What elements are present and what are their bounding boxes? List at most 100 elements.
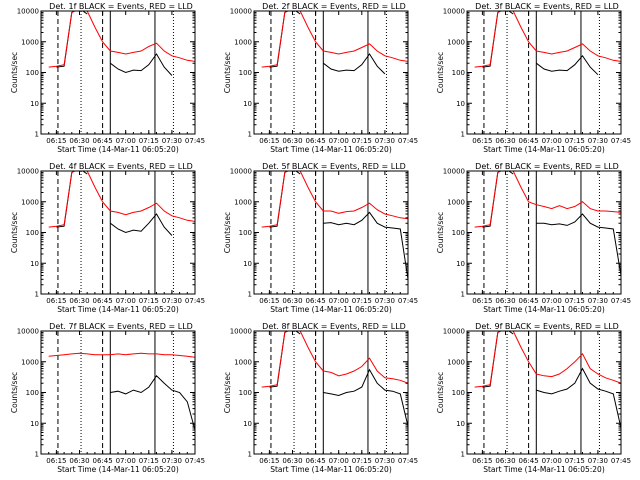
y-axis-title: Counts/sec: [10, 52, 19, 93]
x-tick-label: 07:30: [162, 297, 182, 305]
x-tick-label: 06:30: [69, 457, 89, 465]
y-tick-label: 1000: [447, 198, 465, 206]
x-axis-title: Start Time (14-Mar-11 06:05:20): [57, 305, 179, 314]
y-tick-label: 10: [243, 100, 252, 108]
y-tick-label: 1000: [21, 38, 39, 46]
x-tick-label: 07:00: [116, 137, 136, 145]
x-tick-label: 06:15: [259, 137, 279, 145]
x-axis-title: Start Time (14-Mar-11 06:05:20): [483, 305, 605, 314]
x-tick-label: 07:30: [375, 297, 395, 305]
y-tick-label: 1000: [447, 358, 465, 366]
x-tick-label: 07:45: [611, 457, 631, 465]
y-tick-label: 1: [248, 131, 252, 139]
x-tick-label: 06:30: [282, 297, 302, 305]
series-lld-line: [474, 331, 621, 388]
y-tick-label: 10000: [443, 168, 465, 176]
y-axis-title: Counts/sec: [223, 372, 232, 413]
x-tick-label: 07:00: [542, 137, 562, 145]
y-tick-label: 100: [239, 69, 252, 77]
y-tick-label: 10: [30, 420, 39, 428]
x-tick-label: 06:45: [306, 297, 326, 305]
x-tick-label: 06:15: [472, 457, 492, 465]
plot-frame: [253, 170, 409, 295]
x-tick-label: 07:15: [352, 297, 372, 305]
y-tick-label: 10: [243, 260, 252, 268]
y-tick-label: 1: [248, 451, 252, 459]
y-tick-label: 100: [452, 69, 465, 77]
plot-frame: [253, 10, 409, 135]
x-tick-label: 07:15: [565, 457, 585, 465]
y-axis-title: Counts/sec: [436, 212, 445, 253]
y-tick-label: 100: [26, 229, 39, 237]
y-tick-label: 10000: [17, 328, 39, 336]
panel-title: Det. 9f BLACK = Events, RED = LLD: [475, 322, 619, 331]
x-tick-label: 07:30: [162, 457, 182, 465]
x-tick-label: 06:15: [472, 297, 492, 305]
series-lld-line: [48, 11, 195, 68]
series-lld-line: [474, 11, 621, 68]
y-tick-label: 1000: [447, 38, 465, 46]
y-tick-label: 1000: [234, 198, 252, 206]
y-tick-label: 10000: [443, 328, 465, 336]
y-axis-title: Counts/sec: [10, 212, 19, 253]
x-axis-title: Start Time (14-Mar-11 06:05:20): [57, 145, 179, 154]
y-tick-label: 100: [452, 389, 465, 397]
y-tick-label: 10000: [17, 168, 39, 176]
y-tick-label: 10000: [230, 168, 252, 176]
series-events-line: [269, 331, 408, 427]
x-tick-label: 07:30: [162, 137, 182, 145]
x-tick-label: 06:15: [46, 297, 66, 305]
x-axis-title: Start Time (14-Mar-11 06:05:20): [483, 465, 605, 474]
y-tick-label: 100: [452, 229, 465, 237]
y-tick-label: 1000: [234, 38, 252, 46]
panel-title: Det. 2f BLACK = Events, RED = LLD: [262, 2, 406, 11]
x-tick-label: 06:15: [46, 457, 66, 465]
y-tick-label: 10: [456, 100, 465, 108]
x-tick-label: 07:00: [542, 297, 562, 305]
y-tick-label: 10: [456, 420, 465, 428]
series-lld-line: [474, 171, 621, 228]
y-tick-label: 1000: [21, 198, 39, 206]
x-tick-label: 07:30: [588, 297, 608, 305]
series-events-line: [482, 331, 621, 429]
y-tick-label: 1000: [234, 358, 252, 366]
panel-7: Det. 7f BLACK = Events, RED = LLD 1 10 100 1…: [10, 322, 205, 474]
x-tick-label: 06:15: [46, 137, 66, 145]
panel-title: Det. 5f BLACK = Events, RED = LLD: [262, 162, 406, 171]
y-tick-label: 1: [461, 451, 465, 459]
panel-title: Det. 1f BLACK = Events, RED = LLD: [49, 2, 193, 11]
series-lld-line: [261, 11, 408, 68]
x-tick-label: 07:15: [352, 137, 372, 145]
panel-title: Det. 8f BLACK = Events, RED = LLD: [262, 322, 406, 331]
y-axis-title: Counts/sec: [436, 372, 445, 413]
series-lld-line: [261, 331, 408, 388]
x-tick-label: 06:30: [69, 137, 89, 145]
x-tick-label: 06:45: [519, 297, 539, 305]
y-tick-label: 1: [35, 131, 39, 139]
x-axis-title: Start Time (14-Mar-11 06:05:20): [483, 145, 605, 154]
y-tick-label: 10000: [443, 8, 465, 16]
y-tick-label: 1: [461, 131, 465, 139]
panel-1: Det. 1f BLACK = Events, RED = LLD 1 10 100 1…: [10, 2, 205, 154]
y-tick-label: 100: [26, 389, 39, 397]
y-tick-label: 1: [35, 451, 39, 459]
x-tick-label: 06:15: [259, 457, 279, 465]
plot-frame: [40, 330, 196, 455]
y-axis-title: Counts/sec: [223, 212, 232, 253]
y-tick-label: 10000: [230, 328, 252, 336]
y-tick-label: 100: [239, 229, 252, 237]
x-tick-label: 07:30: [588, 137, 608, 145]
y-axis-title: Counts/sec: [10, 372, 19, 413]
x-tick-label: 07:00: [329, 457, 349, 465]
series-events-line: [110, 375, 195, 431]
x-tick-label: 07:30: [375, 137, 395, 145]
y-tick-label: 1: [248, 291, 252, 299]
panel-title: Det. 6f BLACK = Events, RED = LLD: [475, 162, 619, 171]
x-tick-label: 07:00: [116, 457, 136, 465]
y-tick-label: 1: [35, 291, 39, 299]
y-tick-label: 1: [461, 291, 465, 299]
series-events-line: [269, 171, 408, 280]
x-tick-label: 06:30: [69, 297, 89, 305]
x-tick-label: 07:45: [611, 137, 631, 145]
